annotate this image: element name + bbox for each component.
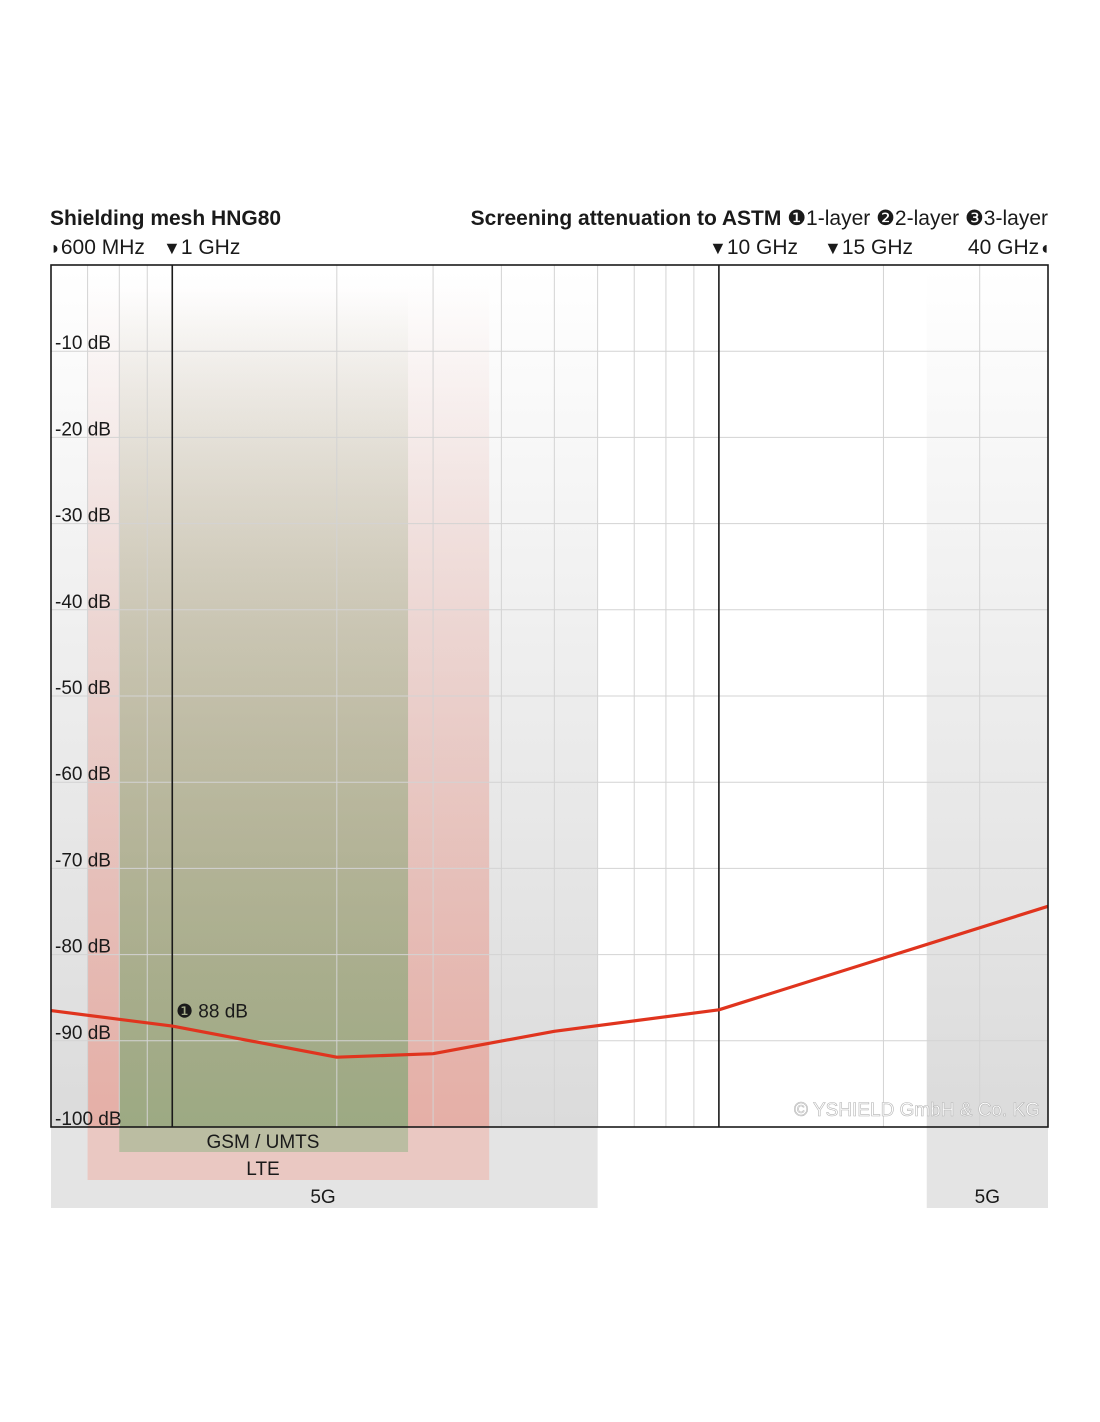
band-gsm-umts-tail bbox=[119, 1127, 409, 1152]
y-tick-label: -40 dB bbox=[55, 592, 111, 613]
y-tick-label: -90 dB bbox=[55, 1023, 111, 1044]
x-marker-10ghz: ▼10 GHz bbox=[709, 236, 799, 259]
frequency-bands bbox=[51, 268, 1048, 1208]
series bbox=[50, 904, 1049, 1059]
y-tick-label: -10 dB bbox=[55, 333, 111, 354]
y-tick-label: -100 dB bbox=[55, 1109, 122, 1130]
y-tick-label: -30 dB bbox=[55, 506, 111, 527]
legend-item-1-layer: ❶1-layer bbox=[787, 207, 871, 230]
series-line-1-layer bbox=[50, 904, 1049, 1059]
y-tick-label: -70 dB bbox=[55, 850, 111, 871]
y-tick-label: -60 dB bbox=[55, 764, 111, 785]
grid bbox=[51, 265, 1049, 1127]
watermark: © YSHIELD GmbH & Co. KG bbox=[794, 1100, 1040, 1121]
chart-title: Shielding mesh HNG80 bbox=[50, 207, 282, 230]
y-tick-label: -20 dB bbox=[55, 419, 111, 440]
band-5g-high bbox=[926, 268, 1048, 1127]
annotation-label: ❶ 88 dB bbox=[176, 1002, 248, 1023]
y-tick-label: -80 dB bbox=[55, 937, 111, 958]
plot-frame bbox=[50, 264, 1049, 1128]
legend-item-2-layer: ❷2-layer bbox=[876, 207, 960, 230]
layer-legend: Screening attenuation to ASTM ❶1-layer ❷… bbox=[471, 208, 1048, 229]
band-lte-label: LTE bbox=[246, 1159, 279, 1180]
band-5g-high-tail bbox=[926, 1127, 1048, 1208]
x-marker-15ghz: ▼15 GHz bbox=[824, 236, 914, 259]
band-5g-high-label: 5G bbox=[975, 1187, 1000, 1208]
labels: -10 dB -20 dB -30 dB -40 dB -50 dB -60 dB -70 … bbox=[55, 333, 1040, 1208]
legend-item-3-layer: ❸3-layer bbox=[964, 207, 1048, 230]
band-gsm-umts-label: GSM / UMTS bbox=[207, 1132, 320, 1153]
band-5g-low-label: 5G bbox=[310, 1187, 335, 1208]
chart-subtitle: Screening attenuation to ASTM bbox=[470, 207, 782, 230]
y-tick-label: -50 dB bbox=[55, 678, 111, 699]
x-marker-1ghz: ▼1 GHz bbox=[163, 236, 241, 259]
x-marker-600mhz: ◗600 MHz bbox=[50, 236, 145, 259]
x-marker-40ghz: 40 GHz◖ bbox=[967, 236, 1050, 259]
marker-lines bbox=[171, 265, 720, 1127]
band-gsm-umts bbox=[119, 290, 409, 1127]
